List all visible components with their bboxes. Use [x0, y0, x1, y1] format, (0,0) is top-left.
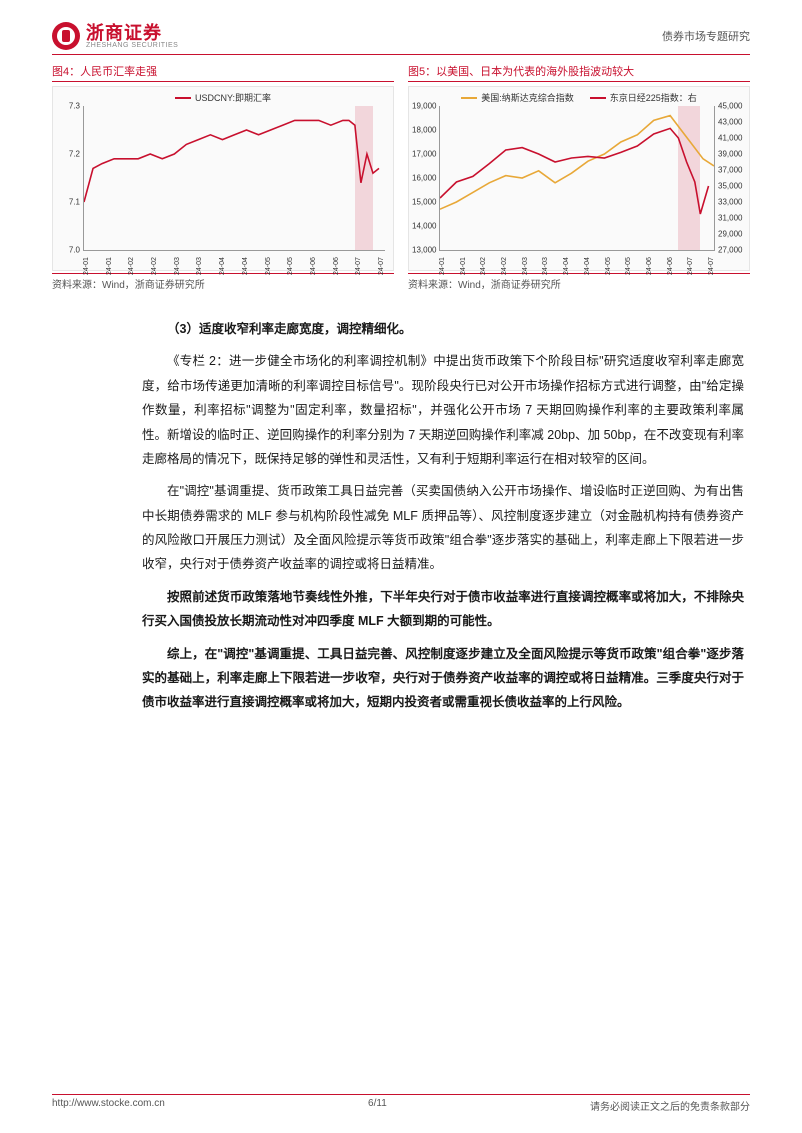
ytick: 7.1 — [56, 198, 80, 207]
logo-sub: ZHESHANG SECURITIES — [86, 42, 178, 49]
ytick: 19,000 — [412, 102, 436, 111]
paragraph-4: 综上，在"调控"基调重提、工具日益完善、风控制度逐步建立及全面风险提示等货币政策… — [142, 642, 744, 715]
footer-left: http://www.stocke.com.cn — [52, 1098, 165, 1113]
xtick: 24-07 — [687, 253, 694, 275]
xtick: 24-05 — [625, 253, 632, 275]
ytick: 41,000 — [718, 134, 746, 143]
legend-item: 美国:纳斯达克综合指数 — [461, 91, 574, 104]
paragraph-1: 《专栏 2：进一步健全市场化的利率调控机制》中提出货币政策下个阶段目标"研究适度… — [142, 349, 744, 471]
xtick: 24-06 — [646, 253, 653, 275]
xtick: 24-06 — [667, 253, 674, 275]
xtick: 24-01 — [460, 253, 467, 275]
chart-4: 图4：人民币汇率走强 USDCNY:即期汇率 7.07.17.27.3 24-0… — [52, 63, 394, 291]
ytick: 13,000 — [412, 246, 436, 255]
xtick: 24-03 — [196, 253, 203, 275]
xtick: 24-04 — [584, 253, 591, 275]
chart-5-title: 图5：以美国、日本为代表的海外股指波动较大 — [408, 63, 750, 82]
chart-5: 图5：以美国、日本为代表的海外股指波动较大 美国:纳斯达克综合指数 东京日经225… — [408, 63, 750, 291]
ytick: 7.3 — [56, 102, 80, 111]
ytick: 15,000 — [412, 198, 436, 207]
chart-5-plot: 13,00014,00015,00016,00017,00018,00019,0… — [439, 106, 715, 251]
xtick: 24-01 — [83, 253, 90, 275]
legend-item: USDCNY:即期汇率 — [175, 91, 271, 104]
footer-right: 请务必阅读正文之后的免责条款部分 — [590, 1098, 750, 1113]
xtick: 24-07 — [355, 253, 362, 275]
xtick: 24-01 — [439, 253, 446, 275]
xtick: 24-03 — [542, 253, 549, 275]
xtick: 24-01 — [106, 253, 113, 275]
footer: http://www.stocke.com.cn 6/11 请务必阅读正文之后的… — [52, 1094, 750, 1113]
xtick: 24-02 — [501, 253, 508, 275]
paragraph-3: 按照前述货币政策落地节奏线性外推，下半年央行对于债市收益率进行直接调控概率或将加… — [142, 585, 744, 634]
xtick: 24-06 — [310, 253, 317, 275]
logo-main: 浙商证券 — [86, 24, 178, 42]
xtick: 24-02 — [151, 253, 158, 275]
ytick: 18,000 — [412, 126, 436, 135]
ytick: 16,000 — [412, 174, 436, 183]
ytick: 31,000 — [718, 214, 746, 223]
ytick: 33,000 — [718, 198, 746, 207]
section-heading: （3）适度收窄利率走廊宽度，调控精细化。 — [142, 317, 744, 341]
ytick: 45,000 — [718, 102, 746, 111]
ytick: 37,000 — [718, 166, 746, 175]
chart-5-source: 资料来源：Wind，浙商证券研究所 — [408, 273, 750, 291]
xtick: 24-05 — [287, 253, 294, 275]
xtick: 24-02 — [480, 253, 487, 275]
footer-center: 6/11 — [368, 1098, 387, 1113]
chart-4-legend: USDCNY:即期汇率 — [55, 91, 391, 104]
page-header: 浙商证券 ZHESHANG SECURITIES 债券市场专题研究 — [52, 22, 750, 55]
chart-5-legend: 美国:纳斯达克综合指数 东京日经225指数：右 — [411, 91, 747, 104]
ytick: 39,000 — [718, 150, 746, 159]
ytick: 7.0 — [56, 246, 80, 255]
ytick: 27,000 — [718, 246, 746, 255]
ytick: 35,000 — [718, 182, 746, 191]
chart-4-source: 资料来源：Wind，浙商证券研究所 — [52, 273, 394, 291]
xtick: 24-03 — [522, 253, 529, 275]
ytick: 17,000 — [412, 150, 436, 159]
ytick: 14,000 — [412, 222, 436, 231]
header-right: 债券市场专题研究 — [662, 28, 750, 44]
xtick: 24-05 — [605, 253, 612, 275]
legend-item: 东京日经225指数：右 — [590, 91, 697, 104]
xtick: 24-04 — [563, 253, 570, 275]
ytick: 43,000 — [718, 118, 746, 127]
xtick: 24-03 — [174, 253, 181, 275]
xtick: 24-05 — [265, 253, 272, 275]
paragraph-2: 在"调控"基调重提、货币政策工具日益完善（买卖国债纳入公开市场操作、增设临时正逆… — [142, 479, 744, 577]
chart-4-xaxis: 24-01 24-01 24-02 24-02 24-03 24-03 24-04 24-04… — [83, 253, 385, 275]
xtick: 24-04 — [242, 253, 249, 275]
chart-4-plot: 7.07.17.27.3 — [83, 106, 385, 251]
logo-icon — [52, 22, 80, 50]
xtick: 24-07 — [708, 253, 715, 275]
chart-4-title: 图4：人民币汇率走强 — [52, 63, 394, 82]
xtick: 24-04 — [219, 253, 226, 275]
logo-block: 浙商证券 ZHESHANG SECURITIES — [52, 22, 178, 50]
ytick: 7.2 — [56, 150, 80, 159]
xtick: 24-06 — [333, 253, 340, 275]
body-text: （3）适度收窄利率走廊宽度，调控精细化。 《专栏 2：进一步健全市场化的利率调控… — [52, 317, 750, 715]
ytick: 29,000 — [718, 230, 746, 239]
xtick: 24-07 — [378, 253, 385, 275]
chart-5-xaxis: 24-01 24-01 24-02 24-02 24-03 24-03 24-04 24-04… — [439, 253, 715, 275]
xtick: 24-02 — [128, 253, 135, 275]
